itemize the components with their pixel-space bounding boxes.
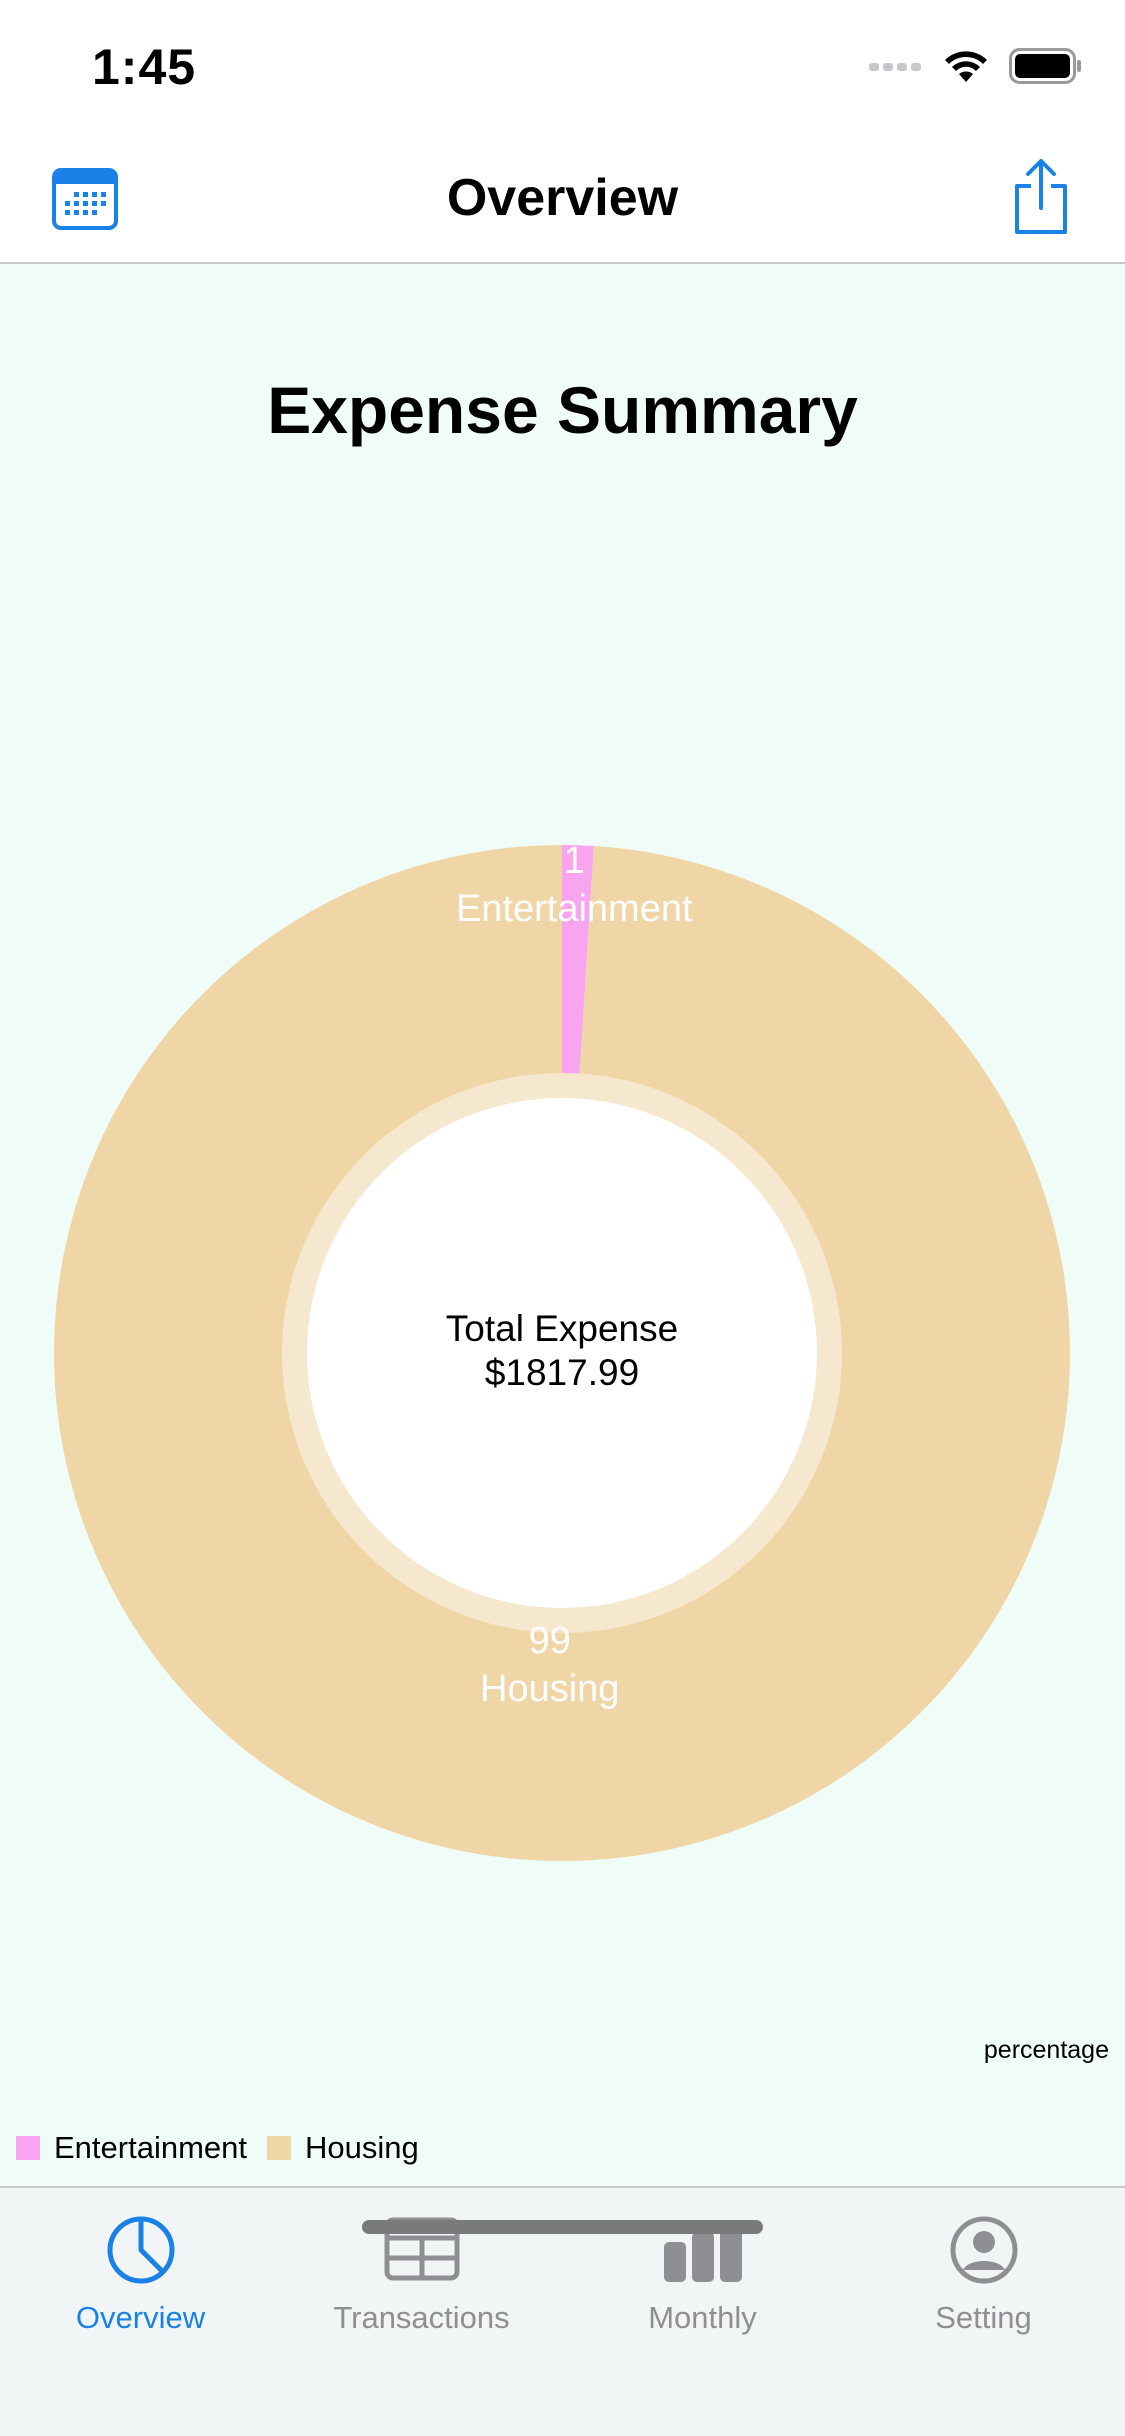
legend-label: Housing (305, 2130, 419, 2165)
tab-setting[interactable]: Setting (843, 2214, 1124, 2336)
tab-label: Overview (75, 2300, 206, 2335)
slice-value: 99 (528, 1619, 571, 1662)
tab-label: Setting (935, 2300, 1032, 2335)
person-circle-icon (950, 2216, 1017, 2284)
legend-swatch (267, 2136, 291, 2160)
legend-item-housing: Housing (267, 2130, 419, 2166)
tab-monthly[interactable]: Monthly (562, 2214, 843, 2336)
pie-chart-icon (107, 2216, 174, 2284)
share-icon (1015, 159, 1067, 234)
slice-label-entertainment: 1 Entertainment (444, 837, 704, 933)
chart-area: Expense Summary 1 Entertainment 99 Housi… (0, 264, 1125, 2186)
chart-legend: Entertainment Housing (16, 2130, 439, 2166)
slice-name: Entertainment (455, 888, 693, 931)
navigation-bar: Overview (0, 132, 1125, 264)
calendar-icon (52, 168, 118, 230)
status-time: 1:45 (92, 39, 197, 95)
battery-icon (1009, 48, 1081, 84)
tab-overview[interactable]: Overview (0, 2214, 281, 2336)
slice-label-housing: 99 Housing (420, 1617, 680, 1713)
total-expense-label: Total Expense $1817.99 (362, 1307, 762, 1395)
slice-name: Housing (480, 1667, 620, 1710)
tab-label: Transactions (333, 2300, 510, 2335)
home-indicator (362, 2220, 763, 2234)
chart-hole (307, 1098, 817, 1608)
bar-chart-icon (663, 2220, 742, 2282)
total-expense-value: $1817.99 (484, 1352, 640, 1393)
chart-title: Expense Summary (267, 373, 858, 447)
slice-value: 1 (563, 840, 585, 883)
tab-bar: Overview Transactions Monthly Setting (0, 2186, 1125, 2436)
chart-description: percentage (983, 2036, 1109, 2064)
cellular-signal-icon (869, 63, 921, 71)
page-title: Overview (446, 169, 679, 227)
wifi-icon (945, 51, 987, 82)
legend-item-entertainment: Entertainment (16, 2130, 247, 2166)
status-icons (869, 48, 1083, 84)
tab-label: Monthly (648, 2300, 757, 2335)
status-bar: 1:45 (0, 0, 1125, 132)
share-button[interactable] (1009, 158, 1073, 236)
tab-transactions[interactable]: Transactions (281, 2214, 562, 2336)
legend-label: Entertainment (54, 2130, 247, 2165)
pie-chart[interactable] (0, 264, 1125, 2186)
legend-swatch (16, 2136, 40, 2160)
calendar-button[interactable] (52, 168, 118, 230)
total-expense-title: Total Expense (445, 1308, 679, 1349)
